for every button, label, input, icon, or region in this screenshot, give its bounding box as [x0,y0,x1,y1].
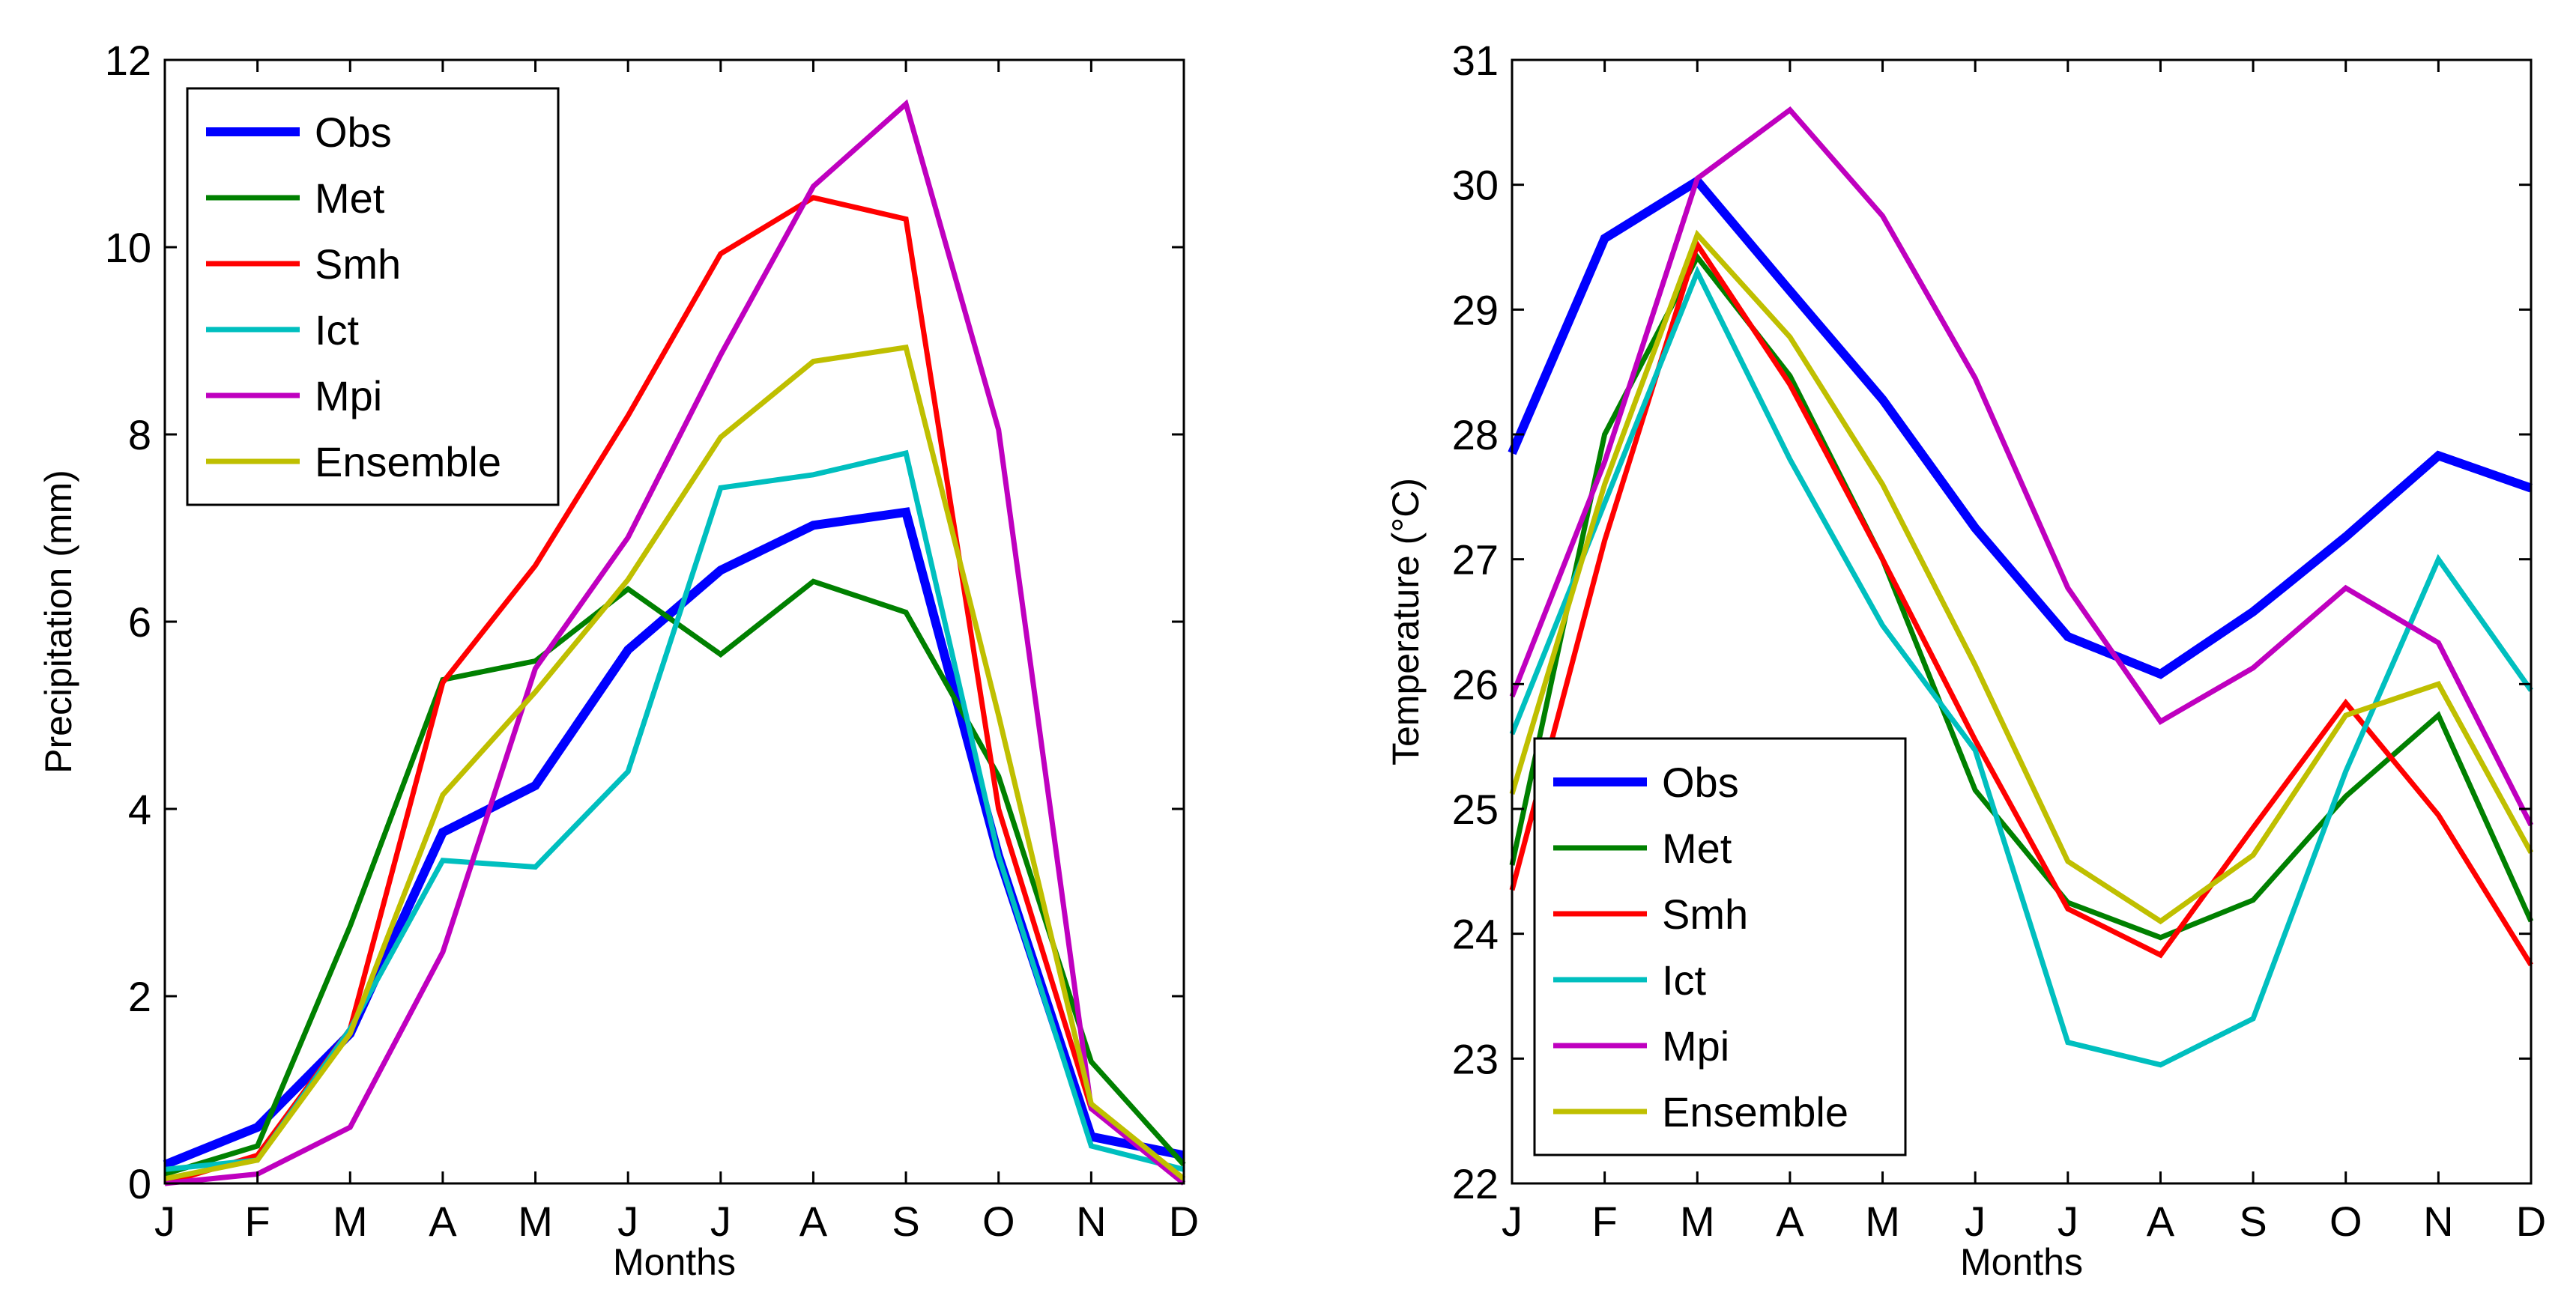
legend-label-ict: Ict [315,306,360,354]
x-tick-label: O [2329,1198,2362,1245]
y-tick-label: 6 [128,598,151,646]
legend-box [1533,737,1907,1156]
legend-label-obs: Obs [315,109,392,156]
x-tick-label: A [799,1198,828,1245]
x-tick-label: N [2423,1198,2453,1245]
legend-label-met: Met [315,175,385,222]
y-tick-label: 31 [1452,37,1499,84]
x-tick-label: J [1965,1198,1986,1245]
legend-label-mpi: Mpi [1662,1022,1729,1070]
y-tick-label: 30 [1452,162,1499,209]
legend: Obs Met Smh Ict Mpi Ensemble [1533,737,1907,1156]
legend-label-smh: Smh [315,240,401,288]
chart-2: J F M A M J J A S O N D 22 23 24 25 26 27 28 29 30 31 Months Te… [1385,37,2546,1283]
x-tick-label: A [429,1198,457,1245]
x-tick-label: M [518,1198,553,1245]
y-tick-label: 10 [105,224,151,271]
y-tick-label: 4 [128,786,151,833]
x-tick-label: J [154,1198,175,1245]
x-tick-label: D [1169,1198,1199,1245]
y-tick-label: 12 [105,37,151,84]
y-tick-label: 8 [128,411,151,458]
series-line-ensemble [1509,229,2534,925]
x-tick-label: O [982,1198,1015,1245]
y-tick-label: 28 [1452,411,1499,458]
x-axis-label: Months [1960,1241,2083,1283]
x-tick-label: S [892,1198,919,1245]
y-tick-label: 29 [1452,286,1499,333]
x-tick-label: M [1680,1198,1715,1245]
y-axis-label: Precipitation (mm) [37,470,79,774]
x-tick-label: N [1076,1198,1106,1245]
x-tick-label: M [333,1198,368,1245]
series-line-mpi [164,99,1186,1186]
legend-label-mpi: Mpi [315,372,382,419]
legend: Obs Met Smh Ict Mpi Ensemble [186,87,560,506]
legend-label-met: Met [1662,825,1732,872]
x-tick-label: F [245,1198,270,1245]
x-axis-label: Months [613,1241,736,1283]
y-axis-label: Temperature (°C) [1385,478,1427,765]
legend-label-ensemble: Ensemble [1662,1088,1848,1135]
series-line-ensemble [164,344,1186,1182]
x-tick-label: D [2516,1198,2546,1245]
x-tick-label: J [1502,1198,1523,1245]
legend-label-ensemble: Ensemble [315,438,501,485]
axes-box [1511,58,2533,1185]
y-tick-label: 0 [128,1160,151,1207]
series-line-obs [1508,175,2533,679]
x-tick-label: S [2239,1198,2267,1245]
legend-label-ict: Ict [1662,956,1707,1004]
y-tick-label: 26 [1452,661,1499,708]
x-tick-label: A [1776,1198,1804,1245]
x-tick-label: A [2147,1198,2175,1245]
y-tick-label: 2 [128,973,151,1020]
series-line-ict [1509,265,2533,1068]
x-tick-label: J [617,1198,638,1245]
y-tick-label: 24 [1452,911,1499,958]
legend-box [186,87,560,506]
series-line-mpi [1509,106,2534,827]
legend-label-smh: Smh [1662,891,1748,938]
y-tick-label: 27 [1452,536,1499,583]
x-tick-label: J [710,1198,731,1245]
x-tick-label: J [2058,1198,2078,1245]
series-line-smh [1509,238,2533,967]
y-tick-label: 25 [1452,786,1499,833]
x-tick-label: M [1865,1198,1900,1245]
legend-label-obs: Obs [1662,759,1739,806]
x-tick-label: F [1592,1198,1618,1245]
chart-1: J F M A M J J A S O N D 0 2 4 6 8 10 12 Months Precipitation… [37,37,1199,1283]
y-tick-label: 22 [1452,1160,1499,1207]
y-tick-label: 23 [1452,1035,1499,1082]
